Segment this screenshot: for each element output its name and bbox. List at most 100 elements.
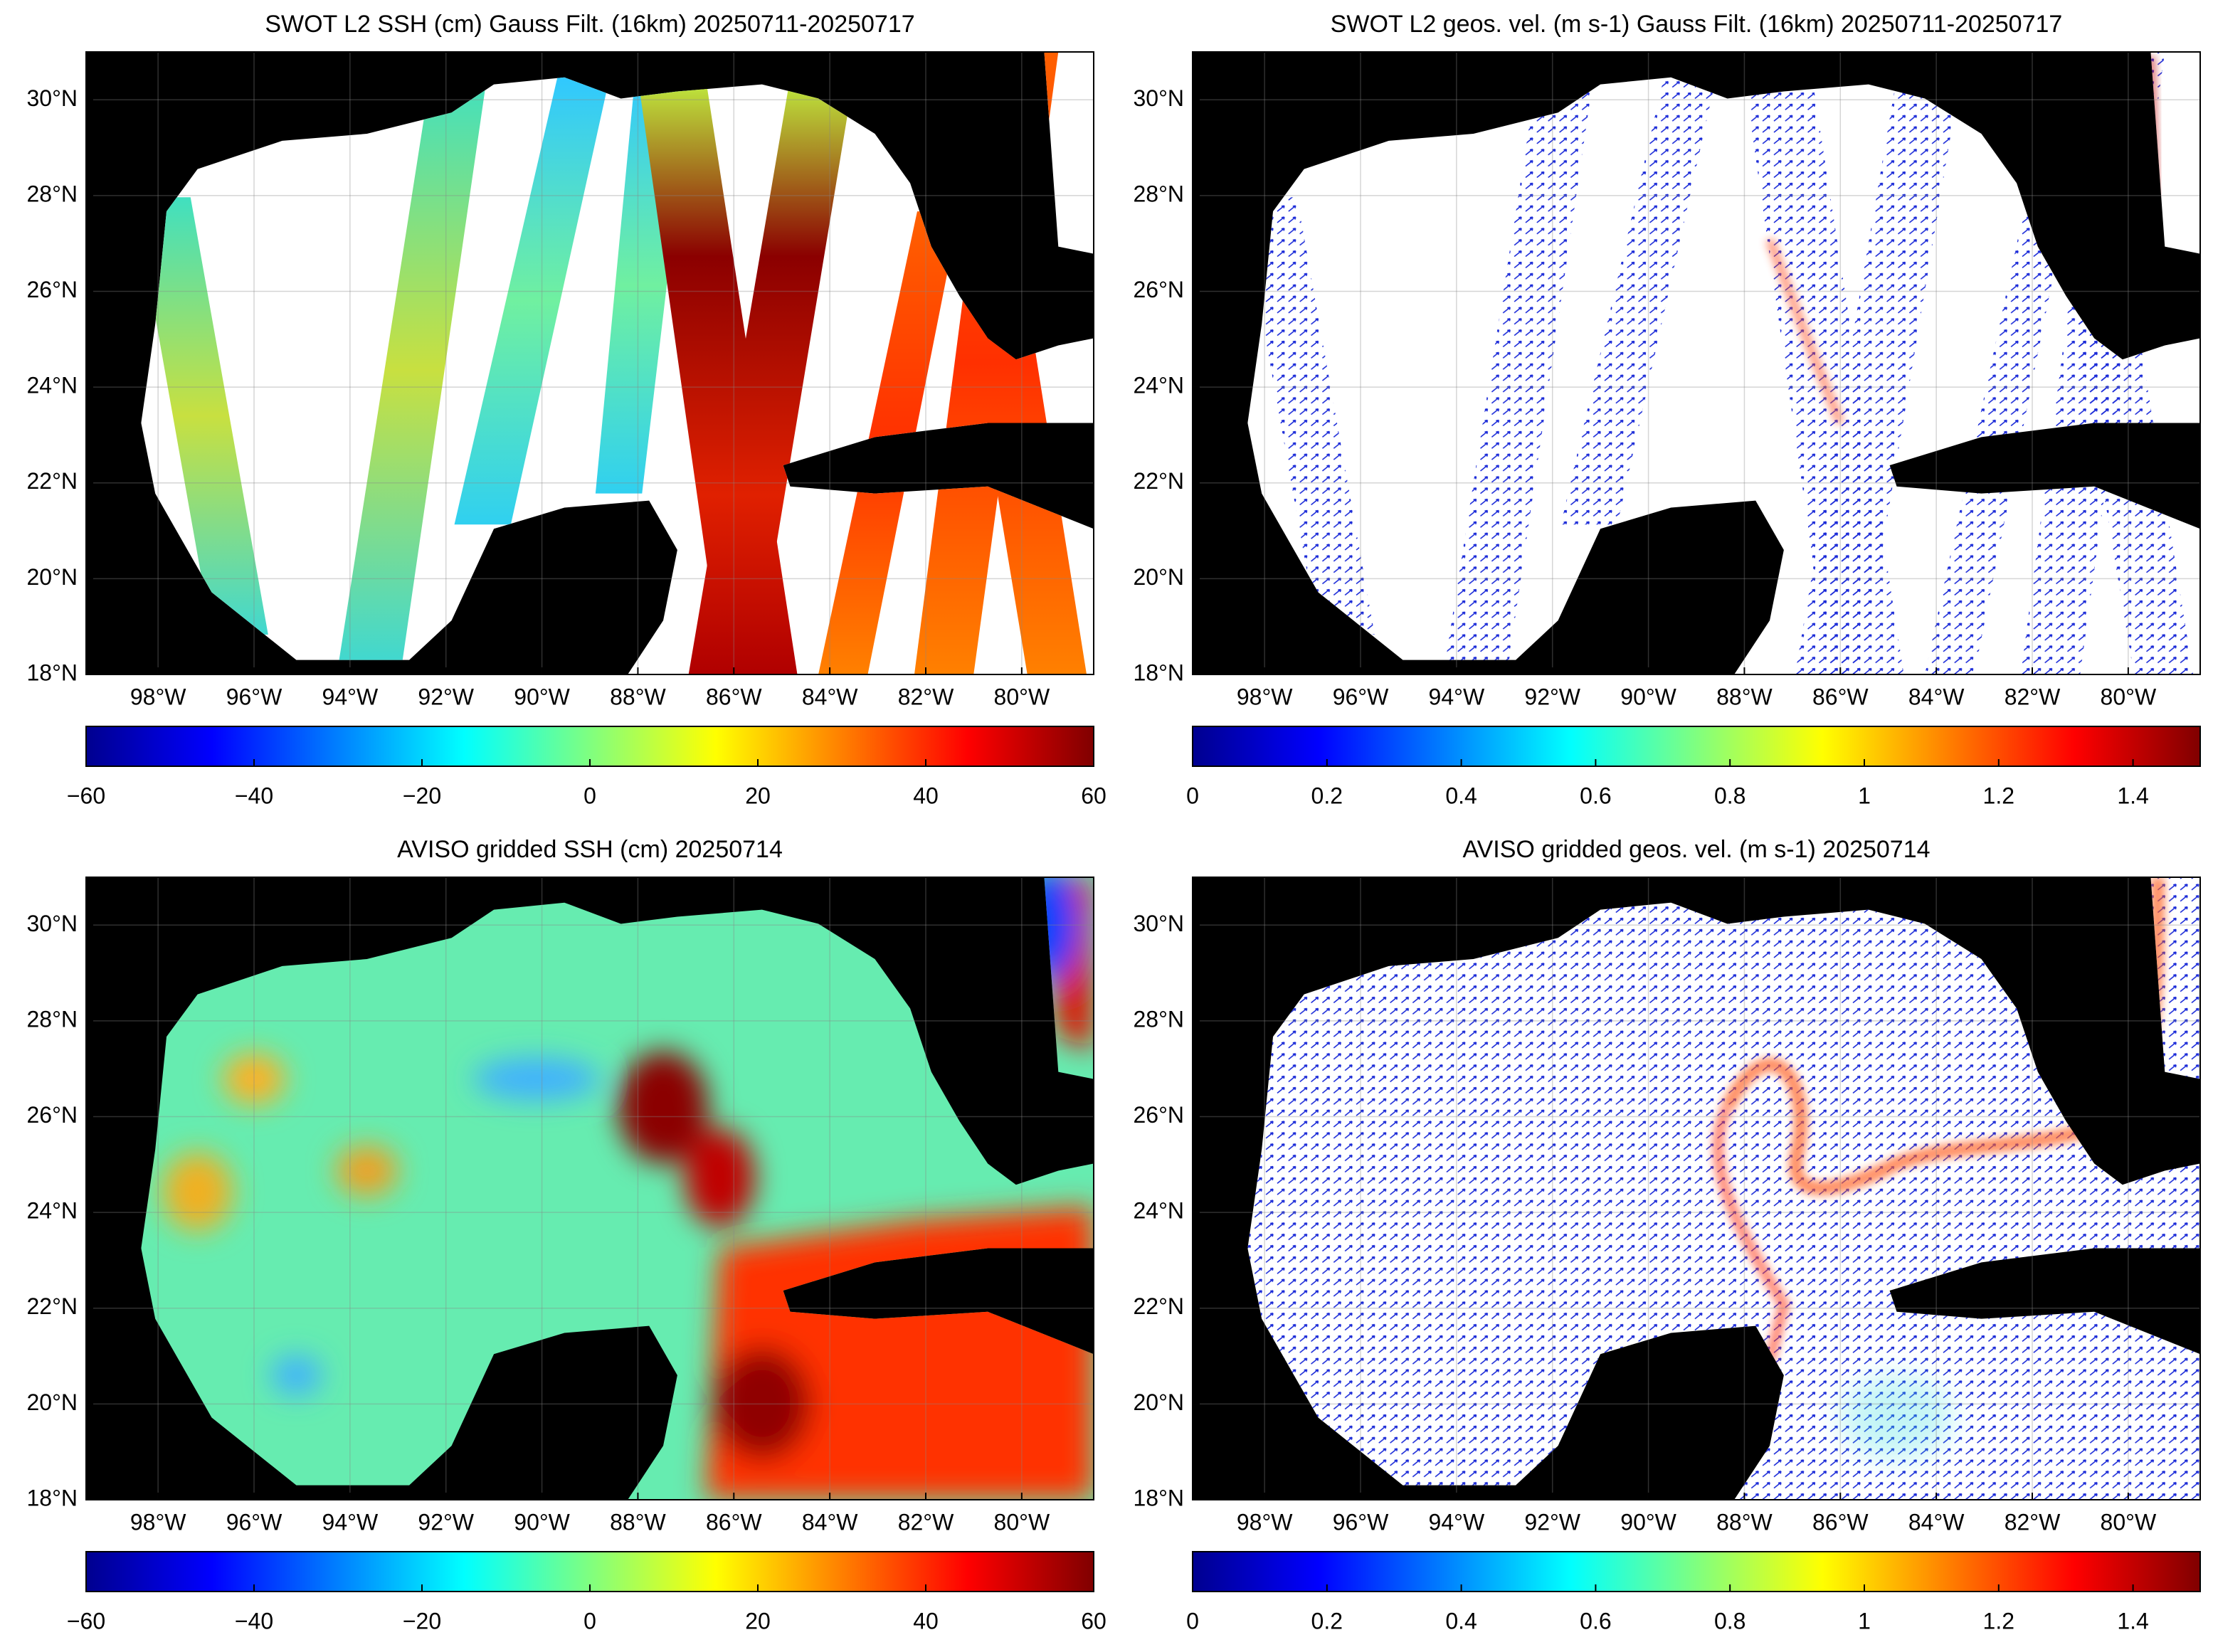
lon-tick-label: 92°W (1524, 1509, 1580, 1535)
lon-tick-label: 80°W (994, 1509, 1050, 1535)
lon-tick-label: 92°W (418, 684, 474, 709)
lat-tick-label: 22°N (1134, 1293, 1185, 1319)
lon-tick-label: 80°W (994, 684, 1050, 709)
colorbar-tick-label: 0.8 (1714, 783, 1745, 808)
lat-tick-label: 20°N (1134, 564, 1185, 590)
colorbar-tick-label: 60 (1081, 783, 1106, 808)
lon-tick-label: 82°W (2005, 684, 2061, 709)
colorbar-tick-label: 0.8 (1714, 1608, 1745, 1634)
colorbar-tick-label: −20 (403, 783, 441, 808)
colorbar-tick-label: −60 (67, 783, 105, 808)
lat-tick-label: 30°N (1134, 85, 1185, 111)
lon-tick-label: 88°W (610, 1509, 666, 1535)
lon-tick-label: 82°W (2005, 1509, 2061, 1535)
colorbar-tick-label: 1.2 (1983, 1608, 2014, 1634)
colorbar-tick-label: 0 (1186, 783, 1199, 808)
lon-tick-label: 82°W (898, 1509, 954, 1535)
colorbar-tick-label: −40 (235, 783, 273, 808)
lon-tick-label: 86°W (1812, 684, 1869, 709)
lat-tick-label: 18°N (27, 1485, 78, 1510)
lon-tick-label: 84°W (1908, 1509, 1965, 1535)
lon-tick-label: 98°W (130, 684, 186, 709)
plot-border (1192, 51, 2201, 675)
lon-tick-label: 96°W (226, 1509, 282, 1535)
lon-tick-label: 96°W (1333, 1509, 1389, 1535)
lon-tick-label: 88°W (610, 684, 666, 709)
colorbar-tick-label: 0 (1186, 1608, 1199, 1634)
panel: 98°W 96°W 94°W 92°W 90°W 88°W 86°W 84°W 82°W 80°W… (1134, 836, 2201, 1634)
colorbar-tick-label: −20 (403, 1608, 441, 1634)
lat-tick-label: 24°N (27, 373, 78, 398)
colorbar-tick-label: 1 (1858, 1608, 1871, 1634)
lon-tick-label: 88°W (1716, 1509, 1773, 1535)
lat-tick-label: 24°N (1134, 373, 1185, 398)
colorbar-tick-label: 0 (583, 1608, 596, 1634)
colorbar (1192, 1551, 2201, 1592)
lat-tick-label: 20°N (1134, 1389, 1185, 1415)
lon-tick-label: 90°W (514, 684, 570, 709)
colorbar-tick-label: 1.4 (2117, 783, 2148, 808)
colorbar-tick-label: 20 (745, 783, 771, 808)
colorbar-tick-label: 40 (913, 783, 939, 808)
lat-tick-label: 30°N (27, 85, 78, 111)
colorbar-tick-label: 1 (1858, 783, 1871, 808)
lon-tick-label: 84°W (802, 684, 858, 709)
plot-border (1192, 877, 2201, 1500)
colorbar-tick-label: 1.2 (1983, 783, 2014, 808)
panel-title: SWOT L2 SSH (cm) Gauss Filt. (16km) 2025… (265, 11, 914, 38)
lon-tick-label: 88°W (1716, 684, 1773, 709)
lat-tick-label: 20°N (27, 1389, 78, 1415)
panel-title: AVISO gridded SSH (cm) 20250714 (397, 836, 783, 863)
lat-tick-label: 18°N (1134, 1485, 1185, 1510)
lat-tick-label: 30°N (27, 911, 78, 936)
lon-tick-label: 98°W (1237, 1509, 1293, 1535)
colorbar-tick-label: 0.4 (1445, 783, 1477, 808)
lat-tick-label: 22°N (1134, 468, 1185, 494)
panel-title: SWOT L2 geos. vel. (m s-1) Gauss Filt. (… (1331, 11, 2063, 38)
colorbar-tick-label: −60 (67, 1608, 105, 1634)
lat-tick-label: 20°N (27, 564, 78, 590)
lon-tick-label: 90°W (1620, 1509, 1676, 1535)
panel-title: AVISO gridded geos. vel. (m s-1) 2025071… (1462, 836, 1930, 863)
lat-tick-label: 26°N (27, 277, 78, 302)
lon-tick-label: 90°W (1620, 684, 1676, 709)
lat-tick-label: 24°N (27, 1198, 78, 1224)
lat-tick-label: 28°N (1134, 1006, 1185, 1032)
lon-tick-label: 92°W (1524, 684, 1580, 709)
lon-tick-label: 98°W (130, 1509, 186, 1535)
lon-tick-label: 94°W (1429, 1509, 1485, 1535)
panel: 98°W 96°W 94°W 92°W 90°W 88°W 86°W 84°W 82°W 80°W… (27, 11, 1106, 808)
lon-tick-label: 96°W (226, 684, 282, 709)
lon-tick-label: 84°W (1908, 684, 1965, 709)
lat-tick-label: 18°N (27, 660, 78, 685)
lon-tick-label: 92°W (418, 1509, 474, 1535)
colorbar-tick-label: 1.4 (2117, 1608, 2148, 1634)
lon-tick-label: 86°W (706, 1509, 762, 1535)
lon-tick-label: 80°W (2101, 1509, 2157, 1535)
lat-tick-label: 30°N (1134, 911, 1185, 936)
lon-tick-label: 86°W (706, 684, 762, 709)
colorbar-tick-label: 0 (583, 783, 596, 808)
lat-tick-label: 28°N (1134, 181, 1185, 206)
panel: 98°W 96°W 94°W 92°W 90°W 88°W 86°W 84°W 82°W 80°W… (27, 836, 1106, 1634)
lat-tick-label: 26°N (27, 1102, 78, 1128)
lat-tick-label: 28°N (27, 181, 78, 206)
lat-tick-label: 22°N (27, 1293, 78, 1319)
colorbar-tick-label: 0.2 (1311, 783, 1343, 808)
colorbar-tick-label: 0.6 (1580, 1608, 1611, 1634)
lon-tick-label: 84°W (802, 1509, 858, 1535)
lon-tick-label: 80°W (2101, 684, 2157, 709)
colorbar-tick-label: 0.6 (1580, 783, 1611, 808)
lon-tick-label: 82°W (898, 684, 954, 709)
colorbar-tick-label: 20 (745, 1608, 771, 1634)
colorbar-tick-label: 60 (1081, 1608, 1106, 1634)
lon-tick-label: 94°W (322, 684, 379, 709)
colorbar-tick-label: −40 (235, 1608, 273, 1634)
lat-tick-label: 18°N (1134, 660, 1185, 685)
colorbar (1192, 726, 2201, 767)
colorbar-tick-label: 40 (913, 1608, 939, 1634)
colorbar-tick-label: 0.2 (1311, 1608, 1343, 1634)
lon-tick-label: 94°W (1429, 684, 1485, 709)
